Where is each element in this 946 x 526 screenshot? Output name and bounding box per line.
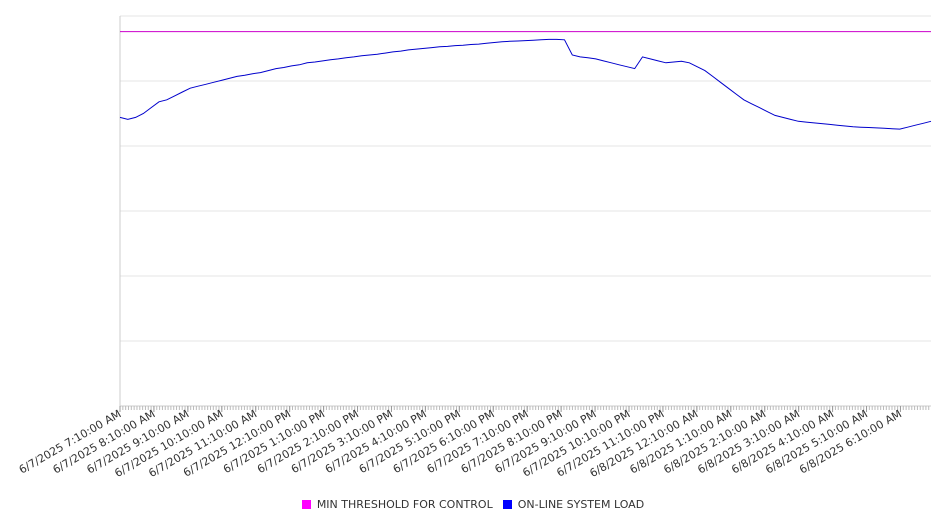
series-line-system-load: [119, 38, 932, 130]
legend-item-threshold[interactable]: MIN THRESHOLD FOR CONTROL: [301, 498, 493, 511]
grid-layer: [120, 15, 931, 407]
legend-item-system-load[interactable]: ON-LINE SYSTEM LOAD: [502, 498, 645, 511]
series-layer: [119, 31, 932, 130]
legend-label-threshold: MIN THRESHOLD FOR CONTROL: [316, 498, 493, 511]
chart-legend: MIN THRESHOLD FOR CONTROL ON-LINE SYSTEM…: [0, 498, 946, 511]
legend-swatch-threshold: [301, 500, 311, 509]
axis-layer: [119, 16, 931, 412]
legend-swatch-system-load: [502, 500, 512, 509]
legend-label-system-load: ON-LINE SYSTEM LOAD: [517, 498, 645, 511]
x-tick-labels: 6/7/2025 7:10:00 AM6/7/2025 8:10:00 AM6/…: [17, 407, 904, 480]
